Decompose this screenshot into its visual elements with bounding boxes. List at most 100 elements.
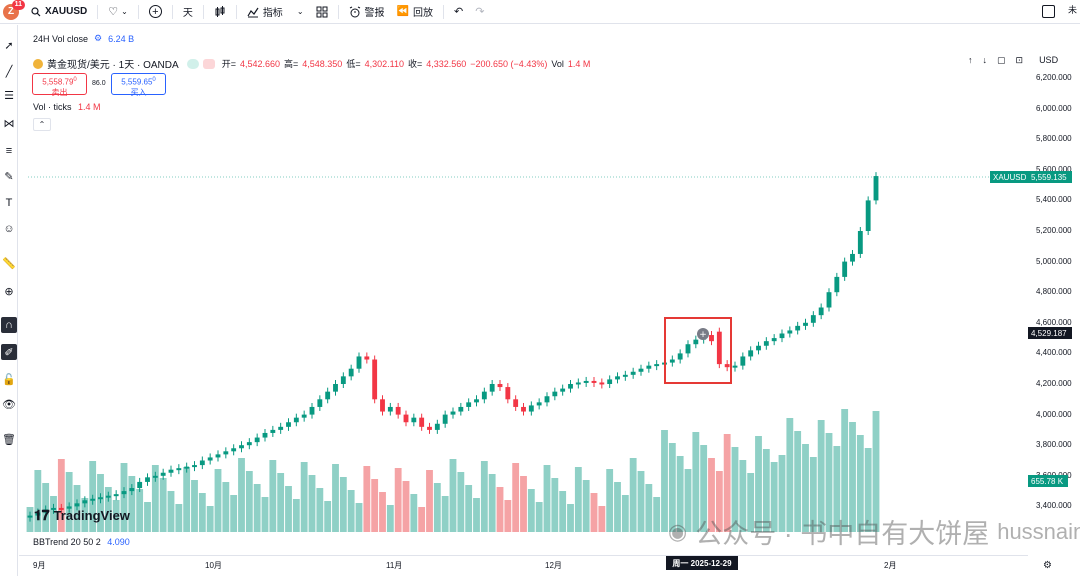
volume-bar <box>527 489 535 532</box>
divider <box>137 4 139 19</box>
candle-body <box>834 276 840 293</box>
interval-button[interactable]: 天 <box>182 8 193 19</box>
text-tool[interactable]: T <box>1 195 17 211</box>
smiley-icon: ☺ <box>3 223 15 235</box>
layouts-button[interactable] <box>310 0 334 24</box>
candle-body <box>489 384 495 392</box>
volume-bar <box>316 488 324 532</box>
candle-body <box>607 379 613 384</box>
volume-bar <box>324 501 332 532</box>
volume-bar <box>159 478 167 532</box>
symbol-title[interactable]: 黄金现货/美元 · 1天 · OANDA <box>47 60 179 71</box>
zoom-in-icon: ⊕ <box>4 285 14 298</box>
price-tick-label: 6,200.000 <box>1036 73 1072 82</box>
indicators-icon <box>247 7 259 17</box>
grid-icon <box>316 6 328 17</box>
delete-tool[interactable]: 🗑 <box>1 431 17 447</box>
cursor-tool[interactable]: ➚ <box>1 37 17 53</box>
divider <box>202 4 204 19</box>
volume-bar <box>191 480 198 532</box>
lines-tool[interactable]: ☰ <box>1 87 17 103</box>
candle-body <box>301 414 307 418</box>
candle-body <box>779 333 785 339</box>
candle-body <box>98 497 103 500</box>
sell-button[interactable]: 5,558.790 卖出 <box>32 73 87 97</box>
collapse-legend-button[interactable]: ⌃ <box>33 118 51 131</box>
wechat-icon: ◉ <box>668 518 688 544</box>
time-axis[interactable] <box>19 555 1028 576</box>
cursor-icon: ➚ <box>4 39 14 52</box>
indicators-button[interactable]: 指标 ⌄ <box>241 0 310 24</box>
candle-body <box>293 417 299 423</box>
candle-body <box>513 399 519 407</box>
pattern-tool[interactable]: ⋈ <box>1 115 17 131</box>
volume-bar <box>629 458 637 532</box>
candle-body <box>685 344 691 354</box>
user-avatar[interactable]: Z 11 <box>3 0 25 20</box>
volume-tag: 655.78 K <box>1028 475 1068 487</box>
x-label-sep: 9月 <box>33 561 46 570</box>
arrow-down-icon[interactable]: ↓ <box>982 55 988 65</box>
replay-button[interactable]: ⏪ 回放 <box>391 0 439 24</box>
visibility-tool[interactable]: 👁 <box>1 396 17 412</box>
candle-body <box>215 454 221 458</box>
redo-button[interactable]: ↷ <box>469 0 490 24</box>
crosshair-date-tag: 周一 2025-12-29 <box>666 556 738 570</box>
arrow-up-icon[interactable]: ↑ <box>968 55 973 65</box>
alerts-button[interactable]: 警报 <box>343 0 391 24</box>
currency-label[interactable]: USD <box>1039 55 1059 65</box>
settings-spin-icon[interactable]: ⚙ <box>94 33 103 43</box>
candle-body <box>724 364 730 368</box>
volume-bar <box>371 479 379 532</box>
price-tick-label: 4,000.000 <box>1036 409 1072 419</box>
fib-icon: ≡ <box>5 145 13 157</box>
trendline-icon: ╱ <box>5 65 13 78</box>
undo-button[interactable]: ↶ <box>448 0 469 24</box>
candle-body <box>356 356 362 369</box>
symbol-search[interactable]: XAUUSD <box>25 0 93 24</box>
maximize-pane-icon[interactable]: ▢ <box>997 55 1006 65</box>
rewind-icon: ⏪ <box>396 6 409 17</box>
volume-bar <box>653 497 661 532</box>
candle-body <box>380 399 385 412</box>
volume-bar <box>386 505 394 532</box>
candle-body <box>231 448 237 452</box>
x-label-dec: 12月 <box>545 561 562 570</box>
price-tick-label: 3,800.000 <box>1036 440 1072 450</box>
volume-bar <box>206 506 214 532</box>
crosshair-price-value: 4,529.187 <box>1031 328 1067 338</box>
volume-bar <box>520 476 527 532</box>
vol-value: 1.4 M <box>567 58 591 69</box>
compare-button[interactable]: ♡ ⌄ <box>102 0 134 24</box>
lock-tool[interactable]: 🔓 <box>1 371 17 387</box>
candle-body <box>771 338 777 342</box>
volume-bar <box>167 491 175 532</box>
ruler-tool[interactable]: 📏 <box>1 255 17 271</box>
volume-bar <box>621 495 629 532</box>
chevron-up-icon: ⌃ <box>38 120 46 129</box>
volume-bar <box>379 492 386 532</box>
fullscreen-button[interactable] <box>1042 5 1055 18</box>
candle-body <box>309 406 315 415</box>
buy-button[interactable]: 5,559.650 买入 <box>111 73 166 97</box>
pane-close-icon[interactable]: ⊡ <box>1015 55 1024 65</box>
icon-tool[interactable]: ☺ <box>1 221 17 237</box>
fib-tool[interactable]: ≡ <box>1 143 17 159</box>
candle-body <box>646 365 652 369</box>
alerts-label: 警报 <box>364 8 385 19</box>
ruler-icon: 📏 <box>2 257 16 270</box>
add-symbol-button[interactable]: + <box>143 0 168 24</box>
candle-body <box>803 322 808 326</box>
brush-tool[interactable]: ✎ <box>1 168 17 184</box>
magnet-tool[interactable]: ∩ <box>1 317 17 333</box>
stay-drawing-tool[interactable]: ✐ <box>1 344 17 360</box>
pencil-lock-icon: ✐ <box>4 346 14 359</box>
trendline-tool[interactable]: ╱ <box>1 63 17 79</box>
candle-body <box>105 495 111 498</box>
settings-gear-icon[interactable]: ⚙ <box>1043 560 1052 571</box>
candle-body <box>740 356 746 366</box>
open-label: 开= <box>221 59 236 69</box>
chart-type-button[interactable] <box>208 0 232 24</box>
divider <box>171 4 173 19</box>
zoom-tool[interactable]: ⊕ <box>1 283 17 299</box>
